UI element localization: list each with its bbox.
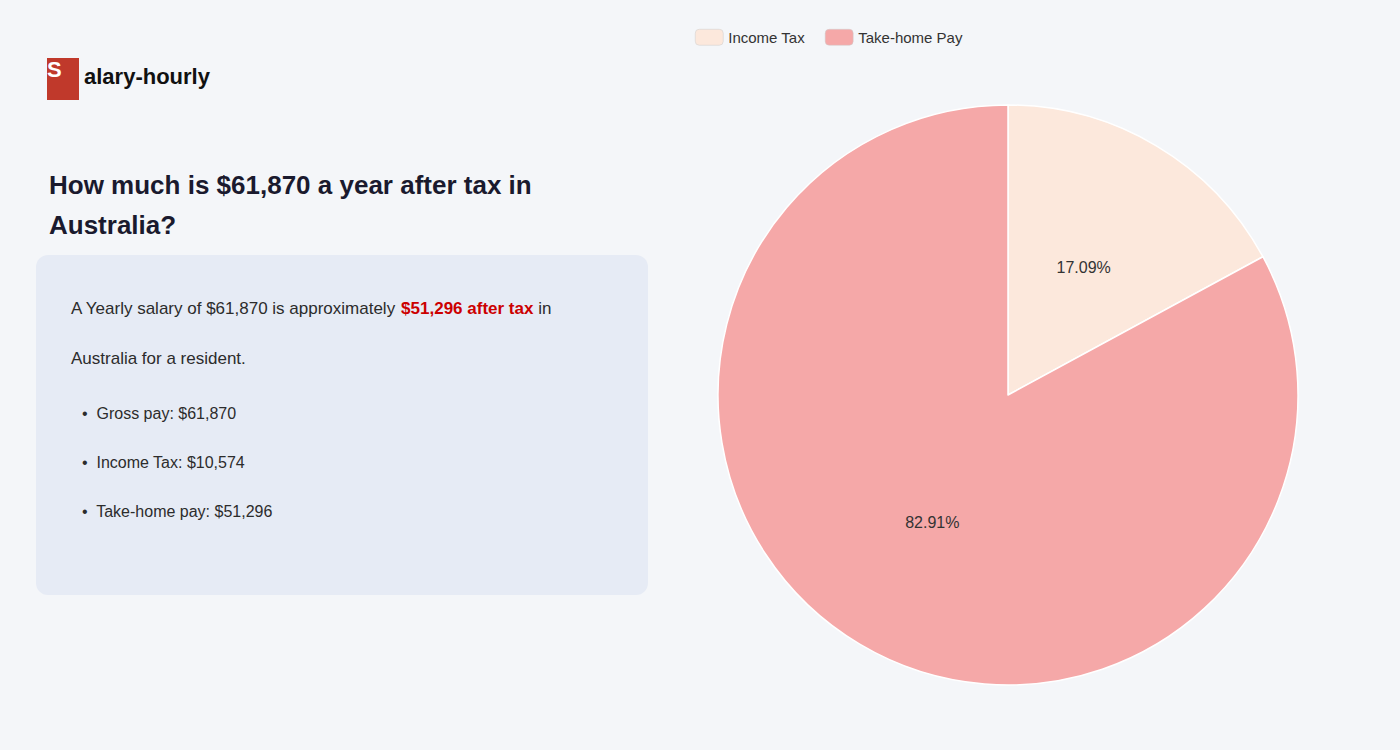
svg-text:in: in [533, 299, 551, 318]
svg-text:Australia?: Australia? [49, 210, 176, 240]
svg-text:• Gross pay: $61,870: • Gross pay: $61,870 [82, 405, 236, 422]
svg-text:How much is $61,870 a year aft: How much is $61,870 a year after tax in [49, 170, 532, 200]
svg-text:17.09%: 17.09% [1057, 259, 1111, 276]
svg-text:Australia for a resident.: Australia for a resident. [71, 349, 246, 368]
svg-text:S: S [47, 57, 62, 82]
svg-text:Income Tax: Income Tax [728, 29, 805, 46]
svg-text:• Income Tax: $10,574: • Income Tax: $10,574 [82, 454, 245, 471]
svg-text:A Yearly salary of $61,870 is: A Yearly salary of $61,870 is approximat… [71, 299, 400, 318]
svg-text:• Take-home pay: $51,296: • Take-home pay: $51,296 [82, 503, 272, 520]
svg-text:Take-home Pay: Take-home Pay [858, 29, 963, 46]
svg-text:82.91%: 82.91% [905, 514, 959, 531]
svg-text:alary-hourly: alary-hourly [84, 64, 211, 89]
svg-text:$51,296 after tax: $51,296 after tax [401, 299, 534, 318]
